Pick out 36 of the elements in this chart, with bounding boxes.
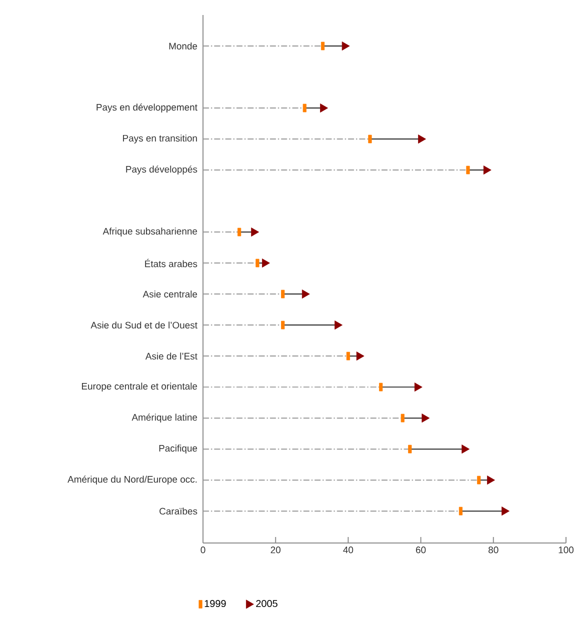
point xyxy=(334,320,342,330)
x-tick-label: 60 xyxy=(416,546,426,554)
point xyxy=(462,444,470,454)
point xyxy=(356,352,364,361)
y-tick-label: Asie de l’Est xyxy=(145,352,198,360)
x-tick-label: 0 xyxy=(200,546,206,554)
y-tick-label: Pacifique xyxy=(159,444,198,454)
point xyxy=(302,290,310,299)
x-tick-label: 100 xyxy=(558,546,574,554)
point xyxy=(414,382,422,392)
point xyxy=(422,414,430,423)
x-tick-label: 80 xyxy=(488,546,498,554)
y-tick-label: Monde xyxy=(169,42,198,50)
x-tick-label: 20 xyxy=(270,546,280,554)
point xyxy=(262,258,270,268)
point xyxy=(502,506,510,516)
y-tick-label: Pays en transition xyxy=(123,134,197,144)
y-tick-label: Asie du Sud et de l’Ouest xyxy=(90,322,198,329)
point xyxy=(487,476,495,485)
y-tick-label: Pays développés xyxy=(126,166,198,174)
x-tick-label: 40 xyxy=(343,546,354,554)
y-tick-label: Amérique latine xyxy=(132,414,198,423)
y-tick-label: Amérique du Nord/Europe occ. xyxy=(68,476,197,485)
point xyxy=(251,228,260,237)
point xyxy=(483,166,492,175)
y-tick-label: Afrique subsaharienne xyxy=(102,228,198,236)
point xyxy=(320,104,328,113)
y-tick-label: Caraïbes xyxy=(160,508,198,515)
point xyxy=(418,134,426,144)
y-tick-label: Pays en développement xyxy=(96,104,198,112)
legend-label: 2005 xyxy=(256,600,278,608)
legend-label: 1999 xyxy=(204,600,226,608)
point xyxy=(342,42,350,51)
y-tick-label: Europe centrale et orientale xyxy=(82,382,198,392)
y-tick-label: États arabes xyxy=(145,258,198,268)
y-tick-label: Asie centrale xyxy=(142,290,198,298)
